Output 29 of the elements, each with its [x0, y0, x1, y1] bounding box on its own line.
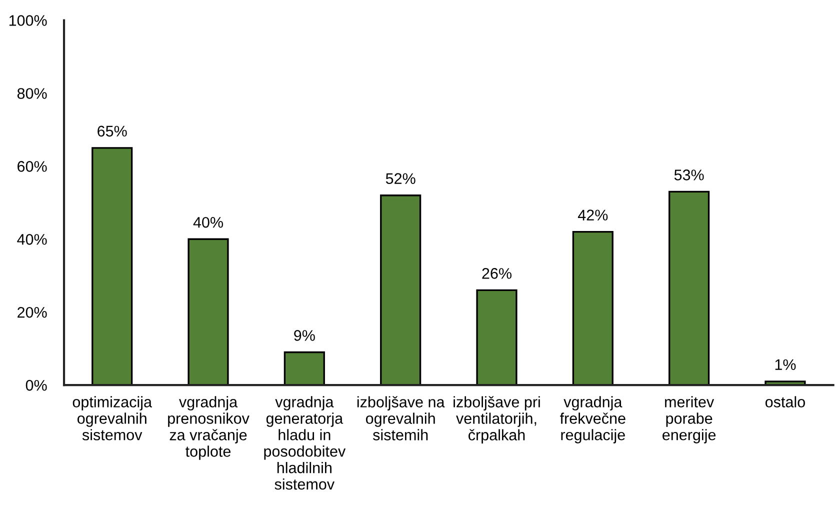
bar: [668, 190, 710, 386]
x-tick-label: vgradnja frekvečne regulacije: [560, 396, 626, 444]
y-tick-label: 100%: [9, 15, 47, 26]
data-label: 42%: [578, 210, 608, 220]
data-label: 53%: [674, 170, 704, 180]
bar: [476, 289, 518, 386]
bar: [284, 351, 325, 386]
y-tick-label: 80%: [17, 88, 47, 99]
data-label: 65%: [98, 126, 127, 137]
x-tick-label: optimizacija ogrevalnih sistemov: [72, 396, 152, 440]
data-label: 26%: [482, 268, 512, 279]
y-tick-label: 40%: [17, 234, 47, 245]
y-tick-label: 20%: [18, 306, 47, 318]
x-tick-label: izboljšave pri ventilatorjih, črpalkah: [454, 396, 540, 444]
x-tick-label: izboljšave na ogrevalnih sistemih: [357, 396, 445, 440]
data-label: 1%: [775, 359, 796, 370]
data-label: 52%: [386, 173, 416, 184]
bar: [572, 231, 614, 386]
bar: [188, 238, 229, 386]
bar: [380, 194, 422, 386]
x-tick-label: ostalo: [765, 396, 805, 408]
x-tick-label: vgradnja prenosnikov za vračanje toplote: [168, 396, 250, 460]
x-tick-label: meritev porabe energije: [662, 396, 716, 444]
bar: [92, 147, 133, 386]
data-label: 40%: [193, 216, 224, 228]
y-tick-label: 0%: [26, 380, 47, 391]
x-tick-label: vgradnja generatorja hladu in posodobitev hladilnih sistemov: [264, 396, 346, 490]
data-label: 9%: [294, 330, 315, 341]
y-tick-label: 60%: [18, 161, 47, 172]
